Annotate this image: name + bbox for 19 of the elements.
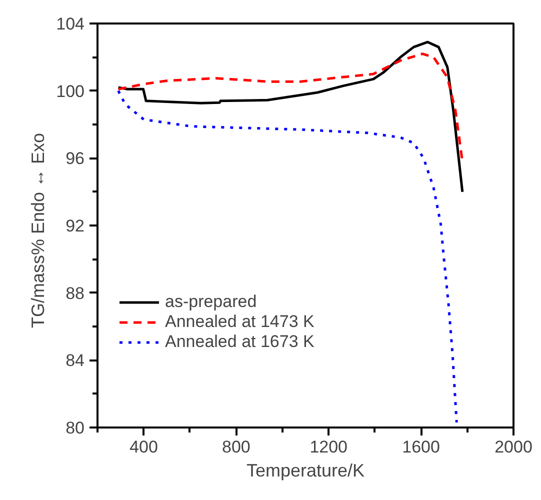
x-tick-label: 1200 [310,438,348,456]
y-tick-label: 88 [66,284,85,303]
y-tick-label: 84 [66,351,85,370]
legend-label: Annealed at 1673 K [165,332,314,352]
line-series [117,90,458,424]
y-tick-label: 100 [56,82,85,101]
x-tick-label: 400 [130,438,158,456]
x-tick-label: 1600 [402,438,440,456]
x-tick-label: 2000 [494,438,532,456]
y-tick-label: 92 [66,216,85,236]
y-tick-label: 96 [66,149,85,168]
legend-label: as-prepared [165,292,257,312]
y-tick-label: 104 [56,14,85,34]
x-axis-title: Temperature/K [246,460,365,480]
y-tick-label: 80 [66,418,85,438]
legend-label: Annealed at 1473 K [165,312,314,332]
y-axis-title: TG/mass% Endo ↔ Exo [28,132,48,328]
x-tick-label: 800 [222,438,250,456]
line-series [117,40,464,194]
